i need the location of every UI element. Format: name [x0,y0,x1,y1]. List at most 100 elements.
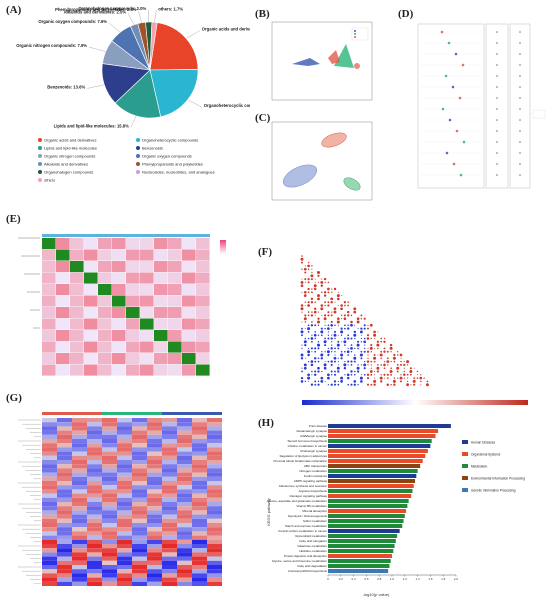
kegg-pathway-label: Regulation of lipolysis in adipocytes [280,454,328,458]
kegg-pathway-label: GABAergic synapse [300,434,327,438]
pca-plot-c [262,118,377,208]
pie-slice-label: Organic nitrogen compounds: 7.9% [16,43,87,48]
x-tick-label: 0.4 [352,577,357,581]
legend-label: Genetic Information Processing [471,488,516,492]
kegg-bar [328,459,423,463]
kegg-pathway-label: Choline metabolism in cancer [288,444,327,448]
triangular-correlation-plot [262,252,548,412]
pie-slice-label: Lipids and lipid-like molecules: 15.8% [54,123,129,128]
panel-d [402,16,547,212]
kegg-pathway-label: Aminoacyl-tRNA biosynthesis [288,569,328,573]
kegg-bar [328,424,451,428]
legend-label: Organic oxygen compounds [142,153,192,158]
legend-label: Organohalogen compounds [44,169,93,174]
kegg-pathway-label: Insulin resistance [304,474,328,478]
kegg-pathway-label: Galactose metabolism [297,544,327,548]
x-tick-label: 1.6 [428,577,433,581]
kegg-pathway-label: AMPK signaling pathway [294,479,328,483]
legend-swatch [38,178,42,182]
x-tick-label: 1.0 [390,577,395,581]
legend-swatch [462,464,468,468]
kegg-bar [328,559,391,563]
kegg-pathway-label: Mineral absorption [302,509,327,513]
kegg-bar [328,454,425,458]
kegg-bar [328,429,438,433]
kegg-bar [328,439,432,443]
kegg-pathway-label: Arginine biosynthesis [299,489,328,493]
legend-label: Nucleosides, nucleotides, and analogues [142,169,215,174]
legend-swatch [136,138,140,142]
kegg-pathway-label: Cholinergic synapse [300,449,327,453]
kegg-pathway-label: Proximal tubule bicarbonate reclamation [273,459,327,463]
pie-chart: Organic acids and derivatives: 21.5% Orga… [0,0,250,205]
log2-fold-change-plot [402,16,547,212]
pie-slice-label: Benzenoids: 13.6% [47,84,85,89]
kegg-bar [328,514,405,518]
kegg-pathway-label: Fatty acid elongation [299,539,327,543]
x-tick-label: 0 [327,577,329,581]
kegg-bar [328,529,400,533]
panel-a: Organic acids and derivatives: 21.5% Orga… [0,0,250,205]
panel-g [14,400,244,596]
kegg-pathway-label: Prion disease [309,424,328,428]
kegg-bar [328,504,407,508]
kegg-bar [328,474,416,478]
legend-swatch [462,452,468,456]
legend-swatch [462,488,468,492]
correlation-heatmap [14,222,246,390]
kegg-pathway-label: Glutamatergic synapse [296,429,327,433]
kegg-bar [328,499,409,503]
panel-c [262,118,377,208]
pie-slice-label: Organoheterocyclic compounds: 20.7% [204,103,250,108]
kegg-pathway-label: Nitrogen metabolism [299,469,327,473]
x-tick-label: 1.2 [403,577,408,581]
x-tick-label: 0.6 [364,577,369,581]
kegg-pathway-label: Steroid hormone biosynthesis [287,439,327,443]
kegg-pathway-label: Glycolysis / Gluconeogenesis [288,514,328,518]
x-tick-label: 2.0 [454,577,459,581]
legend-swatch [38,162,42,166]
x-tick-label: 1.4 [416,577,421,581]
legend-label: Environmental Information Processing [471,476,525,480]
kegg-bar [328,554,392,558]
panel-h: KEGG pathway -log10(p value) Prion disea… [262,420,548,600]
legend-swatch [38,138,42,142]
kegg-pathway-label: Vitamin B6 metabolism [296,504,327,508]
pie-slice-label: Organic acids and derivatives: 21.5% [202,27,250,32]
kegg-bar [328,509,406,513]
pie-slice-label: Organohalogen compounds: 2.0% [78,6,146,11]
pie-slice-label: Organic oxygen compounds: 7.6% [38,19,107,24]
panel-b [262,14,377,109]
kegg-bar [328,524,402,528]
legend-label: others [44,177,55,182]
pca-plot-b [262,14,377,109]
legend-label: Organoheterocyclic compounds [142,137,198,142]
legend-swatch [136,162,140,166]
kegg-pathway-label: Starch and sucrose metabolism [285,524,328,528]
legend-swatch [38,154,42,158]
kegg-bar [328,539,396,543]
kegg-bar [328,549,393,553]
legend-label: Human Diseases [471,440,496,444]
kegg-bar [328,534,397,538]
kegg-bar [328,564,389,568]
kegg-bar [328,494,411,498]
legend-swatch [38,146,42,150]
kegg-bar [328,479,415,483]
kegg-pathway-label: Glucagon signaling pathway [289,494,327,498]
kegg-bar [328,544,395,548]
panel-e [14,222,246,390]
kegg-bar [328,444,430,448]
legend-label: Organic nitrogen compounds [44,153,95,158]
legend-swatch [462,440,468,444]
kegg-bar [328,464,420,468]
kegg-pathway-label: ABC transporters [304,464,328,468]
kegg-bar-chart: KEGG pathway -log10(p value) Prion disea… [262,420,548,600]
kegg-pathway-label: Glycine, serine and threonine metabolism [272,559,328,563]
kegg-bar [328,489,412,493]
x-tick-label: 0.2 [339,577,344,581]
legend-swatch [136,146,140,150]
kegg-pathway-label: Aldosterone synthesis and secretion [279,484,328,488]
legend-label: Alkaloids and derivatives [44,161,88,166]
kegg-bar [328,569,388,573]
